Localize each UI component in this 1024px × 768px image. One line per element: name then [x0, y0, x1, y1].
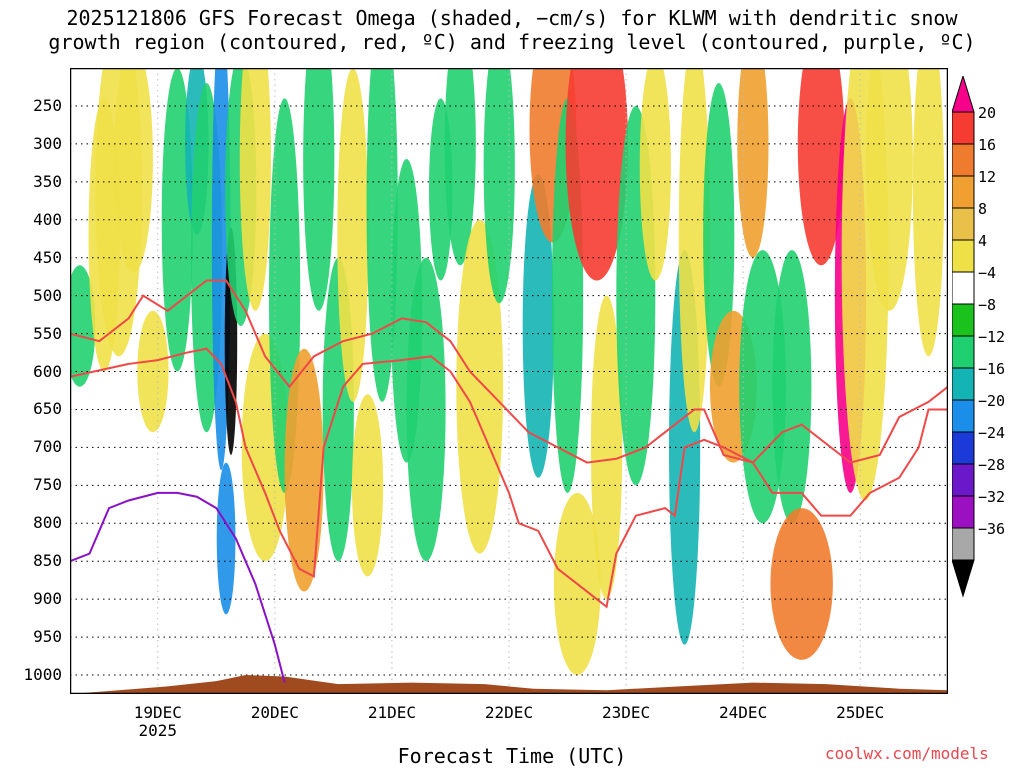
- colorbar-band-13: [952, 495, 975, 529]
- omega-cell-47: [912, 68, 945, 357]
- x-tick-label-21DEC: 21DEC: [367, 703, 416, 722]
- y-tick-label-550: 550: [33, 323, 62, 343]
- y-tick-label-250: 250: [33, 95, 62, 115]
- colorbar-band-3: [952, 175, 975, 209]
- y-tick-label-600: 600: [33, 361, 62, 381]
- omega-cell-26: [483, 68, 515, 304]
- colorbar-band-9: [952, 367, 975, 401]
- colorbar-label-6: −8: [978, 296, 996, 314]
- omega-cell-22: [406, 257, 446, 562]
- colorbar-label-4: 4: [978, 232, 987, 250]
- colorbar-band-2: [952, 143, 975, 177]
- omega-cell-16: [303, 68, 335, 311]
- colorbar-band-4: [952, 207, 975, 241]
- colorbar-band-8: [952, 335, 975, 369]
- terrain-fill: [70, 675, 948, 694]
- colorbar-label-5: −4: [978, 264, 996, 282]
- colorbar-bottom-arrow: [952, 559, 975, 598]
- omega-cell-3: [113, 68, 153, 273]
- omega-cell-37: [703, 83, 735, 387]
- plot-frame: [70, 68, 948, 694]
- colorbar-label-11: −28: [978, 456, 1005, 474]
- grid-lines: [70, 68, 948, 694]
- omega-cell-42: [770, 508, 833, 660]
- colorbar-label-0: 20: [978, 104, 996, 122]
- omega-cell-15: [284, 348, 324, 592]
- dgz-contour-minus18: [70, 279, 948, 464]
- colorbar-band-5: [952, 239, 975, 273]
- colorbar-label-12: −32: [978, 488, 1005, 506]
- colorbar-band-10: [952, 399, 975, 433]
- x-tick-label-24DEC: 24DEC: [719, 703, 768, 722]
- x-tick-label-19DEC: 19DEC 2025: [133, 703, 182, 740]
- colorbar-label-2: 12: [978, 168, 996, 186]
- colorbar-label-9: −20: [978, 392, 1005, 410]
- omega-cell-10: [216, 462, 236, 615]
- omega-cell-25: [456, 219, 504, 554]
- colorbar-band-1: [952, 111, 975, 145]
- y-tick-label-700: 700: [33, 437, 62, 457]
- x-tick-label-22DEC: 22DEC: [484, 703, 534, 722]
- colorbar-band-6: [952, 271, 975, 305]
- colorbar-label-8: −16: [978, 360, 1005, 378]
- y-tick-label-500: 500: [33, 285, 62, 305]
- y-tick-label-1000: 1000: [23, 665, 62, 685]
- x-tick-label-20DEC: 20DEC: [250, 703, 299, 722]
- y-tick-label-450: 450: [33, 247, 62, 267]
- colorbar-band-11: [952, 431, 975, 465]
- colorbar-top-arrow: [952, 76, 975, 113]
- omega-cell-40: [739, 250, 787, 524]
- omega-cell-20: [366, 68, 398, 402]
- chart-title-line-1: 2025121806 GFS Forecast Omega (shaded, −…: [66, 6, 958, 30]
- omega-cell-43: [797, 68, 845, 266]
- colorbar-band-12: [952, 463, 975, 497]
- omega-cell-31: [565, 68, 629, 281]
- omega-shading: [70, 68, 945, 676]
- colorbar-label-3: 8: [978, 200, 987, 218]
- colorbar-band-14: [952, 527, 975, 561]
- y-tick-label-850: 850: [33, 551, 62, 571]
- colorbar-label-13: −36: [978, 520, 1005, 538]
- y-tick-label-400: 400: [33, 209, 62, 229]
- freezing-level-contour: [70, 491, 286, 683]
- credit-text[interactable]: coolwx.com/models: [825, 744, 989, 763]
- y-tick-label-650: 650: [33, 399, 62, 419]
- omega-colorbar: 20 16 12 8 4 −4 −8 −12 −16 −20 −24 −28 −32 −36: [952, 76, 1005, 598]
- y-tick-label-750: 750: [33, 475, 62, 495]
- x-tick-label-25DEC: 25DEC: [836, 703, 885, 722]
- omega-cell-41: [772, 250, 812, 524]
- omega-cell-24: [444, 68, 476, 266]
- omega-cell-34: [639, 68, 671, 281]
- y-tick-label-300: 300: [33, 133, 62, 153]
- omega-cell-2: [88, 98, 120, 372]
- omega-time-height-plot: [70, 68, 948, 694]
- omega-cell-36: [678, 68, 710, 433]
- y-tick-label-900: 900: [33, 589, 62, 609]
- omega-cell-46: [866, 68, 913, 311]
- colorbar-label-10: −24: [978, 424, 1005, 442]
- chart-title-line-2: growth region (contoured, red, ºC) and f…: [48, 30, 976, 54]
- dgz-contour-minus12: [70, 347, 948, 609]
- chart-title: 2025121806 GFS Forecast Omega (shaded, −…: [0, 6, 1024, 54]
- omega-cell-39: [737, 68, 769, 258]
- x-tick-label-23DEC: 23DEC: [601, 703, 651, 722]
- y-tick-label-350: 350: [33, 171, 62, 191]
- colorbar-band-7: [952, 303, 975, 337]
- colorbar-label-7: −12: [978, 328, 1005, 346]
- colorbar-label-1: 16: [978, 136, 996, 154]
- y-tick-label-950: 950: [33, 627, 62, 647]
- y-tick-label-800: 800: [33, 513, 62, 533]
- omega-cell-27: [522, 174, 554, 478]
- x-axis-title: Forecast Time (UTC): [397, 744, 627, 768]
- omega-cell-18: [337, 68, 369, 402]
- omega-cell-12: [239, 68, 271, 311]
